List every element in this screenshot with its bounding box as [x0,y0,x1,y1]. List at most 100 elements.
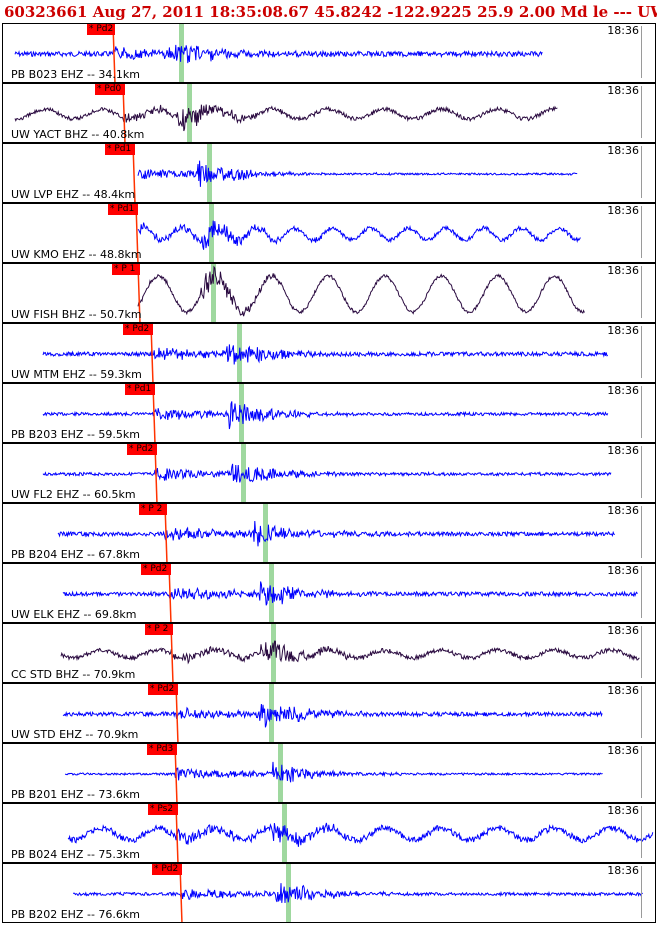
s-wave-marker [278,744,283,802]
panel-scroll-edge[interactable] [641,746,652,798]
panel-scroll-edge[interactable] [641,86,652,138]
panel-scroll-edge[interactable] [641,506,652,558]
seismic-trace [60,640,640,665]
panel-scroll-edge[interactable] [641,866,652,918]
seismic-trace [137,220,581,250]
seismogram-panel[interactable]: * P 1 18:36 UW FISH BHZ -- 50.7km [2,263,656,323]
panel-scroll-edge[interactable] [641,266,652,318]
station-label: PB B201 EHZ -- 73.6km [11,788,140,801]
panel-scroll-edge[interactable] [641,626,652,678]
seismogram-panel[interactable]: * Pd2 18:36 UW MTM EHZ -- 59.3km [2,323,656,383]
pick-flag[interactable]: * Pd3 [147,744,177,755]
pick-flag[interactable]: * P 2 [139,504,167,515]
station-label: UW FL2 EHZ -- 60.5km [11,488,136,501]
seismogram-panel[interactable]: * Pd2 18:36 UW ELK EHZ -- 69.8km [2,563,656,623]
station-label: UW LVP EHZ -- 48.4km [11,188,136,201]
pick-flag[interactable]: * Pd2 [123,324,153,335]
panel-scroll-edge[interactable] [641,26,652,78]
station-label: UW ELK EHZ -- 69.8km [11,608,137,621]
seismic-trace [62,581,638,606]
s-wave-marker [286,864,291,922]
seismogram-panel[interactable]: * Pd2 18:36 PB B202 EHZ -- 76.6km [2,863,656,923]
station-label: PB B024 EHZ -- 75.3km [11,848,140,861]
pick-flag[interactable]: * Pd2 [148,684,178,695]
station-label: UW MTM EHZ -- 59.3km [11,368,142,381]
pick-flag[interactable]: * Pd2 [141,564,171,575]
seismic-trace [64,761,603,783]
panel-scroll-edge[interactable] [641,806,652,858]
seismogram-panel[interactable]: * Pd2 18:36 UW STD EHZ -- 70.9km [2,683,656,743]
seismogram-panel[interactable]: * Pd3 18:36 PB B201 EHZ -- 73.6km [2,743,656,803]
seismogram-panel[interactable]: * Ps2 18:36 PB B024 EHZ -- 75.3km [2,803,656,863]
pick-flag[interactable]: * Ps2 [148,804,178,815]
seismic-trace [137,265,585,317]
time-label: 18:36 [607,24,639,37]
seismic-trace [62,703,603,728]
seismic-trace [42,401,609,430]
panel-scroll-edge[interactable] [641,206,652,258]
time-label: 18:36 [607,804,639,817]
panel-scroll-edge[interactable] [641,326,652,378]
s-wave-marker [263,504,268,562]
seismic-trace [57,520,616,547]
seismogram-panel[interactable]: * Pd1 18:36 UW KMO EHZ -- 48.8km [2,203,656,263]
seismogram-panel[interactable]: * Pd2 18:36 PB B023 EHZ -- 34.1km [2,23,656,83]
pick-flag[interactable]: * Pd2 [127,444,157,455]
station-label: PB B204 EHZ -- 67.8km [11,548,140,561]
station-label: UW STD EHZ -- 70.9km [11,728,139,741]
seismic-trace [14,44,543,64]
s-wave-marker [269,564,274,622]
time-label: 18:36 [607,84,639,97]
seismogram-panel[interactable]: * Pd2 18:36 UW FL2 EHZ -- 60.5km [2,443,656,503]
time-label: 18:36 [607,264,639,277]
pick-flag[interactable]: * Pd1 [108,204,138,215]
s-wave-marker [271,624,276,682]
seismogram-panel[interactable]: * Pd1 18:36 UW LVP EHZ -- 48.4km [2,143,656,203]
time-label: 18:36 [607,384,639,397]
pick-flag[interactable]: * P 2 [145,624,173,635]
time-label: 18:36 [607,324,639,337]
station-label: UW FISH BHZ -- 50.7km [11,308,142,321]
event-header-title: 60323661 Aug 27, 2011 18:35:08.67 45.824… [4,3,657,21]
seismic-trace [42,463,612,483]
time-label: 18:36 [607,564,639,577]
seismogram-panel[interactable]: * Pd0 18:36 UW YACT BHZ -- 40.8km [2,83,656,143]
seismogram-panel[interactable]: * P 2 18:36 PB B204 EHZ -- 67.8km [2,503,656,563]
time-label: 18:36 [607,624,639,637]
pick-flag[interactable]: * Pd0 [95,84,125,95]
station-label: PB B202 EHZ -- 76.6km [11,908,140,921]
station-label: UW KMO EHZ -- 48.8km [11,248,142,261]
pick-flag[interactable]: * Pd2 [87,24,115,35]
station-label: UW YACT BHZ -- 40.8km [11,128,145,141]
time-label: 18:36 [607,144,639,157]
time-label: 18:36 [607,744,639,757]
panel-scroll-edge[interactable] [641,146,652,198]
time-label: 18:36 [607,204,639,217]
seismogram-panel[interactable]: * P 2 18:36 CC STD BHZ -- 70.9km [2,623,656,683]
seismogram-panels: * Pd2 18:36 PB B023 EHZ -- 34.1km * Pd0 18:3… [0,23,657,926]
seismic-trace [73,883,643,904]
station-label: PB B203 EHZ -- 59.5km [11,428,140,441]
pick-flag[interactable]: * P 1 [112,264,140,275]
seismogram-panel[interactable]: * Pd1 18:36 PB B203 EHZ -- 59.5km [2,383,656,443]
time-label: 18:36 [607,444,639,457]
panel-scroll-edge[interactable] [641,566,652,618]
seismic-trace [137,160,578,187]
s-wave-marker [209,204,214,262]
pick-flag[interactable]: * Pd1 [105,144,135,155]
seismic-trace [42,344,609,365]
panel-scroll-edge[interactable] [641,386,652,438]
time-label: 18:36 [607,504,639,517]
station-label: CC STD BHZ -- 70.9km [11,668,136,681]
s-wave-marker [211,264,216,322]
seismic-trace [67,822,654,847]
time-label: 18:36 [607,684,639,697]
time-label: 18:36 [607,864,639,877]
station-label: PB B023 EHZ -- 34.1km [11,68,140,81]
panel-scroll-edge[interactable] [641,686,652,738]
pick-flag[interactable]: * Pd2 [152,864,182,875]
pick-flag[interactable]: * Pd1 [125,384,155,395]
s-wave-marker [241,444,246,502]
panel-scroll-edge[interactable] [641,446,652,498]
seismic-trace [14,104,558,132]
